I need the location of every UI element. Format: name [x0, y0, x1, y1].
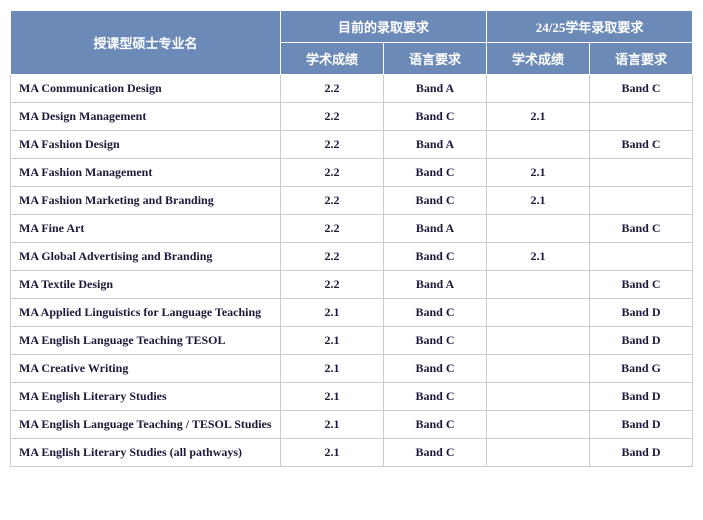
future-academic-cell [487, 327, 590, 355]
table-row: MA Applied Linguistics for Language Teac… [11, 299, 693, 327]
current-language-cell: Band C [384, 439, 487, 467]
future-academic-cell: 2.1 [487, 159, 590, 187]
current-language-cell: Band C [384, 103, 487, 131]
future-academic-cell [487, 215, 590, 243]
program-name-cell: MA Global Advertising and Branding [11, 243, 281, 271]
current-academic-cell: 2.2 [281, 243, 384, 271]
header-future-academic: 学术成绩 [487, 43, 590, 75]
current-language-cell: Band A [384, 75, 487, 103]
current-academic-cell: 2.2 [281, 271, 384, 299]
future-language-cell: Band D [590, 383, 693, 411]
future-academic-cell: 2.1 [487, 187, 590, 215]
future-academic-cell [487, 75, 590, 103]
table-row: MA Global Advertising and Branding2.2Ban… [11, 243, 693, 271]
future-language-cell [590, 187, 693, 215]
header-future-group: 24/25学年录取要求 [487, 11, 693, 43]
future-language-cell: Band C [590, 215, 693, 243]
future-language-cell: Band C [590, 271, 693, 299]
table-row: MA Design Management2.2Band C2.1 [11, 103, 693, 131]
current-language-cell: Band C [384, 187, 487, 215]
current-language-cell: Band C [384, 327, 487, 355]
program-name-cell: MA Fashion Design [11, 131, 281, 159]
table-row: MA Fashion Marketing and Branding2.2Band… [11, 187, 693, 215]
future-language-cell [590, 159, 693, 187]
current-academic-cell: 2.2 [281, 159, 384, 187]
program-name-cell: MA English Literary Studies [11, 383, 281, 411]
program-name-cell: MA Creative Writing [11, 355, 281, 383]
table-body: MA Communication Design2.2Band ABand CMA… [11, 75, 693, 467]
future-academic-cell [487, 271, 590, 299]
current-language-cell: Band C [384, 243, 487, 271]
current-academic-cell: 2.1 [281, 327, 384, 355]
program-name-cell: MA English Language Teaching / TESOL Stu… [11, 411, 281, 439]
future-academic-cell [487, 411, 590, 439]
program-name-cell: MA Design Management [11, 103, 281, 131]
program-name-cell: MA Communication Design [11, 75, 281, 103]
current-academic-cell: 2.1 [281, 299, 384, 327]
future-language-cell: Band C [590, 75, 693, 103]
table-row: MA English Language Teaching TESOL2.1Ban… [11, 327, 693, 355]
current-language-cell: Band C [384, 383, 487, 411]
current-language-cell: Band A [384, 215, 487, 243]
future-academic-cell [487, 299, 590, 327]
current-academic-cell: 2.2 [281, 215, 384, 243]
future-language-cell: Band D [590, 327, 693, 355]
program-name-cell: MA Applied Linguistics for Language Teac… [11, 299, 281, 327]
current-language-cell: Band C [384, 299, 487, 327]
future-academic-cell [487, 131, 590, 159]
program-name-cell: MA Textile Design [11, 271, 281, 299]
header-current-group: 目前的录取要求 [281, 11, 487, 43]
header-future-language: 语言要求 [590, 43, 693, 75]
current-academic-cell: 2.1 [281, 439, 384, 467]
table-header: 授课型硕士专业名 目前的录取要求 24/25学年录取要求 学术成绩 语言要求 学… [11, 11, 693, 75]
future-academic-cell: 2.1 [487, 103, 590, 131]
current-academic-cell: 2.2 [281, 131, 384, 159]
table-row: MA Fine Art2.2Band A Band C [11, 215, 693, 243]
program-name-cell: MA Fine Art [11, 215, 281, 243]
program-name-cell: MA Fashion Marketing and Branding [11, 187, 281, 215]
current-language-cell: Band A [384, 131, 487, 159]
current-academic-cell: 2.2 [281, 187, 384, 215]
future-language-cell [590, 243, 693, 271]
current-academic-cell: 2.1 [281, 383, 384, 411]
future-academic-cell [487, 383, 590, 411]
current-language-cell: Band A [384, 271, 487, 299]
program-name-cell: MA English Literary Studies (all pathway… [11, 439, 281, 467]
header-program: 授课型硕士专业名 [11, 11, 281, 75]
future-academic-cell [487, 439, 590, 467]
header-current-academic: 学术成绩 [281, 43, 384, 75]
future-language-cell: Band D [590, 411, 693, 439]
program-name-cell: MA English Language Teaching TESOL [11, 327, 281, 355]
table-row: MA English Literary Studies2.1Band C Band… [11, 383, 693, 411]
program-name-cell: MA Fashion Management [11, 159, 281, 187]
table-row: MA Creative Writing2.1Band C Band G [11, 355, 693, 383]
current-academic-cell: 2.1 [281, 411, 384, 439]
future-language-cell: Band D [590, 299, 693, 327]
table-row: MA English Literary Studies (all pathway… [11, 439, 693, 467]
future-academic-cell: 2.1 [487, 243, 590, 271]
table-row: MA Fashion Design2.2Band A Band C [11, 131, 693, 159]
future-academic-cell [487, 355, 590, 383]
current-language-cell: Band C [384, 159, 487, 187]
header-current-language: 语言要求 [384, 43, 487, 75]
table-row: MA Communication Design2.2Band A Band C [11, 75, 693, 103]
table-row: MA English Language Teaching / TESOL Stu… [11, 411, 693, 439]
requirements-table: 授课型硕士专业名 目前的录取要求 24/25学年录取要求 学术成绩 语言要求 学… [10, 10, 693, 467]
current-academic-cell: 2.1 [281, 355, 384, 383]
table-row: MA Textile Design2.2Band A Band C [11, 271, 693, 299]
future-language-cell: Band G [590, 355, 693, 383]
current-language-cell: Band C [384, 355, 487, 383]
current-academic-cell: 2.2 [281, 75, 384, 103]
current-academic-cell: 2.2 [281, 103, 384, 131]
future-language-cell: Band C [590, 131, 693, 159]
future-language-cell [590, 103, 693, 131]
table-row: MA Fashion Management2.2Band C2.1 [11, 159, 693, 187]
future-language-cell: Band D [590, 439, 693, 467]
current-language-cell: Band C [384, 411, 487, 439]
